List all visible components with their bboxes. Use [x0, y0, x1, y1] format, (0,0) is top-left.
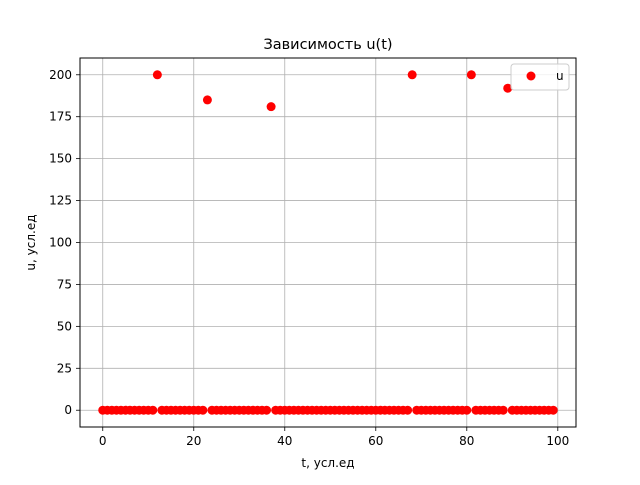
legend-box	[510, 63, 570, 91]
data-points	[98, 70, 558, 415]
x-tick-label: 80	[459, 434, 474, 448]
data-point	[548, 405, 558, 415]
y-tick-label: 175	[49, 110, 72, 124]
x-tick-label: 60	[368, 434, 383, 448]
data-point	[262, 405, 272, 415]
data-point	[498, 405, 508, 415]
data-point	[148, 405, 158, 415]
legend: u	[510, 63, 570, 91]
y-tick-label: 150	[49, 152, 72, 166]
x-tick-label: 20	[186, 434, 201, 448]
y-tick-label: 75	[57, 277, 72, 291]
y-tick-label: 50	[57, 319, 72, 333]
x-axis-title: t, усл.ед	[301, 456, 354, 470]
y-tick-label: 25	[57, 361, 72, 375]
x-tick-label: 0	[99, 434, 107, 448]
x-tick-label: 100	[546, 434, 569, 448]
x-tick-label: 40	[277, 434, 292, 448]
y-axis-title: u, усл.ед	[24, 214, 38, 270]
y-tick-label: 0	[64, 403, 72, 417]
y-tick-label: 125	[49, 194, 72, 208]
chart-title: Зависимость u(t)	[263, 37, 392, 53]
data-point	[407, 70, 417, 80]
data-point	[152, 70, 162, 80]
y-tick-label: 200	[49, 68, 72, 82]
data-point	[503, 83, 513, 93]
data-point	[462, 405, 472, 415]
data-point	[466, 70, 476, 80]
legend-marker	[526, 71, 536, 81]
grid	[80, 58, 576, 427]
data-point	[403, 405, 413, 415]
axis-ticks: 0 20 40 60 80 100 0 25 50 75 100 125 150 175 200	[49, 68, 569, 448]
data-point	[198, 405, 208, 415]
data-point	[202, 95, 212, 105]
y-tick-label: 100	[49, 236, 72, 250]
legend-label: u	[556, 69, 564, 83]
data-point	[266, 102, 276, 112]
